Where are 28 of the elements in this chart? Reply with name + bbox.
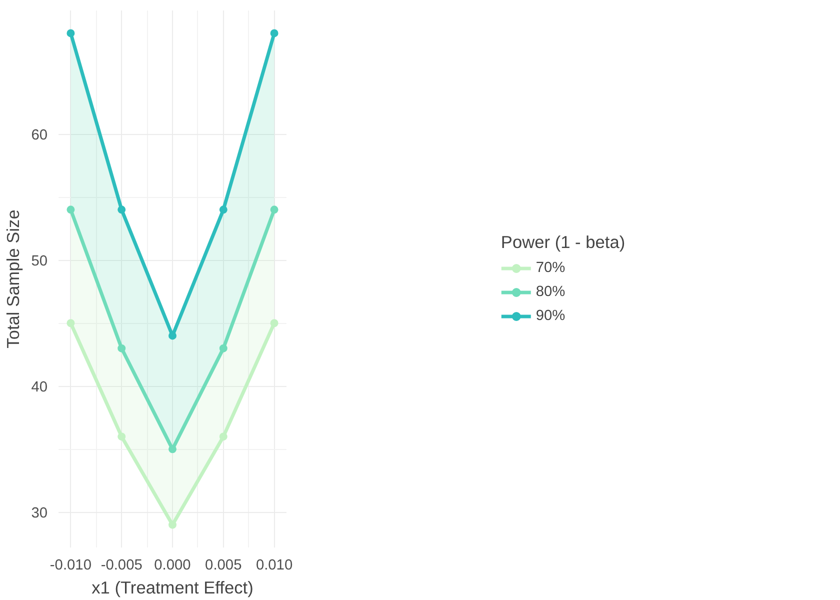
legend-label: 70% xyxy=(536,260,566,276)
y-tick-label: 60 xyxy=(31,128,48,144)
point xyxy=(219,344,228,352)
y-tick-label: 50 xyxy=(31,254,48,270)
point xyxy=(66,206,75,214)
legend-label: 80% xyxy=(536,284,566,300)
point xyxy=(118,206,126,214)
point xyxy=(270,319,278,328)
point xyxy=(168,520,176,529)
legend-title: Power (1 - beta) xyxy=(500,232,626,252)
point xyxy=(118,432,126,441)
point xyxy=(270,206,278,214)
x-tick-label: 0.010 xyxy=(256,558,293,574)
y-tick-label: 30 xyxy=(31,506,48,522)
point xyxy=(270,29,278,38)
point xyxy=(66,319,75,328)
y-tick-label: 40 xyxy=(31,380,48,396)
point xyxy=(219,206,228,214)
x-tick-label: -0.010 xyxy=(50,558,92,574)
x-tick-label: 0.005 xyxy=(205,558,242,574)
legend-label: 90% xyxy=(536,308,566,324)
point xyxy=(66,29,75,38)
x-tick-label: -0.005 xyxy=(100,558,142,574)
point xyxy=(219,432,228,441)
point xyxy=(118,344,126,352)
y-axis-title: Total Sample Size xyxy=(3,210,24,348)
x-tick-label: 0.000 xyxy=(154,558,191,574)
x-axis-title: x1 (Treatment Effect) xyxy=(92,578,254,598)
